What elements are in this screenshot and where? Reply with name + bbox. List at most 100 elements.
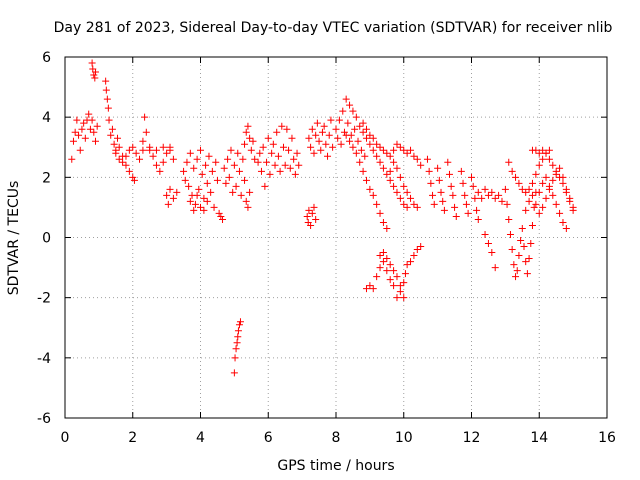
data-point [242, 197, 250, 205]
data-point [102, 77, 110, 85]
y-tick-label: -2 [37, 291, 51, 307]
data-point [203, 197, 211, 205]
data-point [293, 149, 301, 157]
data-point [91, 137, 99, 145]
data-point [407, 258, 415, 266]
data-point [373, 140, 381, 148]
data-points [68, 59, 577, 377]
data-point [413, 203, 421, 211]
data-point [169, 194, 177, 202]
data-point [461, 191, 469, 199]
data-point [513, 267, 521, 275]
data-point [390, 282, 398, 290]
data-point [103, 95, 111, 103]
data-point [278, 122, 286, 130]
data-point [244, 203, 252, 211]
data-point [249, 137, 257, 145]
data-point [86, 125, 94, 133]
data-point [491, 194, 499, 202]
data-point [532, 170, 540, 178]
data-point [400, 182, 408, 190]
data-point [396, 143, 404, 151]
data-point [220, 164, 228, 172]
data-point [90, 128, 98, 136]
data-point [346, 137, 354, 145]
data-point [517, 237, 525, 245]
data-point [183, 158, 191, 166]
data-point [559, 179, 567, 187]
data-point [373, 200, 381, 208]
data-point [217, 212, 225, 220]
data-point [75, 131, 83, 139]
data-point [539, 179, 547, 187]
data-point [366, 131, 374, 139]
data-point [271, 161, 279, 169]
data-point [357, 146, 365, 154]
data-point [264, 134, 272, 142]
data-point [427, 179, 435, 187]
data-point [80, 119, 88, 127]
data-point [429, 191, 437, 199]
data-point [393, 164, 401, 172]
data-point [403, 261, 411, 269]
data-point [386, 167, 394, 175]
data-point [166, 143, 174, 151]
data-point [152, 146, 160, 154]
data-point [528, 221, 536, 229]
data-point [532, 200, 540, 208]
data-point [295, 161, 303, 169]
data-point [197, 203, 204, 211]
data-point [139, 146, 147, 154]
data-point [325, 131, 333, 139]
data-point [268, 149, 276, 157]
data-point [251, 155, 259, 163]
data-point [417, 161, 425, 169]
data-point [207, 188, 215, 196]
data-point [122, 161, 130, 169]
data-point [257, 167, 265, 175]
data-point [523, 270, 531, 278]
data-point [566, 194, 574, 202]
data-point [163, 149, 171, 157]
data-point [349, 107, 357, 115]
data-point [102, 86, 110, 94]
data-point [339, 107, 347, 115]
data-point [129, 143, 137, 151]
data-point [403, 149, 411, 157]
x-tick-labels: 0 2 4 6 8 10 12 14 16 [61, 430, 616, 446]
data-point [403, 203, 411, 211]
data-point [125, 146, 133, 154]
data-point [532, 146, 540, 154]
y-tick-label: 4 [42, 110, 51, 126]
data-point [437, 188, 445, 196]
data-point [396, 288, 404, 296]
data-point [242, 128, 250, 136]
data-point [215, 209, 223, 217]
data-point [181, 176, 189, 184]
data-point [225, 173, 233, 181]
x-axis-label: GPS time / hours [277, 458, 394, 474]
data-point [403, 188, 411, 196]
data-point [125, 167, 133, 175]
data-point [283, 125, 291, 133]
data-point [224, 155, 232, 163]
data-point [322, 140, 330, 148]
data-point [308, 125, 316, 133]
data-point [535, 209, 543, 217]
data-point [522, 206, 530, 214]
axis-ticks [64, 56, 608, 419]
data-point [515, 252, 523, 260]
data-point [152, 161, 160, 169]
data-point [400, 200, 408, 208]
data-point [401, 270, 409, 278]
data-point [569, 206, 577, 214]
data-point [512, 273, 520, 281]
data-point [383, 149, 391, 157]
data-point [535, 161, 543, 169]
data-point [197, 146, 204, 154]
data-point [386, 176, 394, 184]
data-point [445, 170, 453, 178]
data-point [495, 191, 503, 199]
data-point [396, 282, 404, 290]
data-point [452, 212, 460, 220]
